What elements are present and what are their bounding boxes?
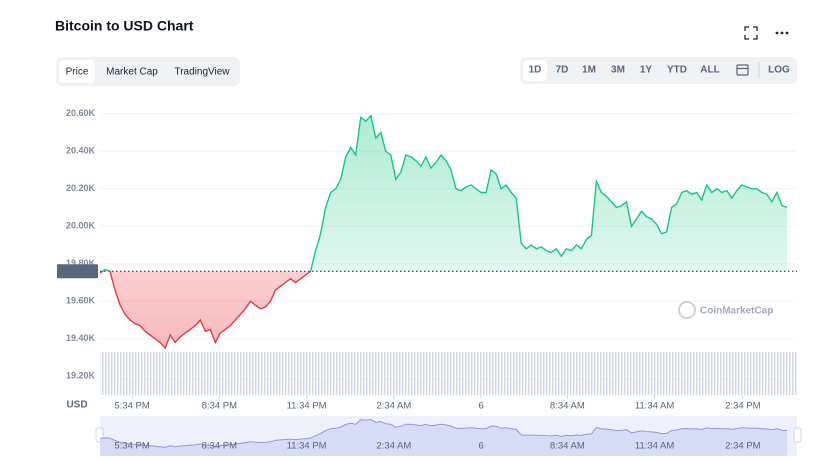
calendar-icon[interactable]: [736, 64, 749, 76]
more-icon[interactable]: [775, 31, 789, 35]
range-group: [520, 57, 797, 84]
x-tick-label: 11:34 PM: [287, 401, 327, 412]
reference-label: 19.76K: [63, 266, 96, 277]
y-tick-label: 20.40K: [66, 146, 96, 156]
range-button[interactable]: 1M: [582, 65, 596, 76]
x-tick-label: 2:34 PM: [725, 401, 760, 412]
navigator-label: 6: [478, 441, 483, 452]
volume-bars: [100, 352, 797, 395]
y-tick-label: 19.60K: [66, 296, 96, 306]
tab[interactable]: TradingView: [174, 67, 230, 78]
y-tick-label: 19.20K: [66, 371, 96, 381]
range-button[interactable]: 1D: [529, 65, 542, 76]
x-tick-label: 11:34 AM: [635, 401, 675, 412]
range-button[interactable]: YTD: [667, 65, 687, 76]
tab[interactable]: Price: [66, 67, 89, 78]
watermark: CoinMarketCap: [678, 301, 773, 319]
x-tick-label: 5:34 PM: [114, 401, 149, 412]
navigator-label: 2:34 PM: [725, 441, 760, 452]
y-tick-label: 19.80K: [66, 258, 96, 268]
x-tick-label: 6: [478, 401, 483, 412]
x-tick-label: 2:34 AM: [376, 401, 411, 412]
price-line: [99, 114, 788, 350]
navigator-label: 11:34 PM: [287, 441, 327, 452]
range-active[interactable]: [523, 60, 547, 81]
range-button[interactable]: ALL: [700, 65, 719, 76]
y-tick-label: 20.60K: [66, 108, 96, 118]
range-button[interactable]: 7D: [556, 65, 569, 76]
navigator-label: 8:34 AM: [550, 441, 585, 452]
reference-label-box: [57, 264, 98, 279]
y-tick-label: 19.40K: [66, 333, 96, 343]
tab-group: [56, 57, 240, 86]
y-tick-label: 20.20K: [66, 183, 96, 193]
navigator-line: [99, 418, 788, 448]
navigator-label: 8:34 PM: [202, 441, 237, 452]
tab-active[interactable]: [59, 60, 95, 83]
axis-unit: USD: [66, 400, 87, 411]
x-tick-label: 8:34 PM: [202, 401, 237, 412]
area-up: [100, 115, 787, 272]
navigator-handle[interactable]: [793, 427, 802, 443]
navigator-area: [100, 419, 787, 456]
expand-icon[interactable]: [744, 26, 758, 40]
log-button[interactable]: LOG: [768, 65, 790, 76]
navigator-label: 11:34 AM: [635, 441, 675, 452]
range-button[interactable]: 1Y: [640, 65, 653, 76]
chart-title: Bitcoin to USD Chart: [55, 18, 194, 34]
range-button[interactable]: 3M: [611, 65, 625, 76]
navigator-label: 5:34 PM: [114, 441, 149, 452]
navigator-label: 2:34 AM: [376, 441, 411, 452]
y-tick-label: 20.00K: [66, 221, 96, 231]
tab[interactable]: Market Cap: [106, 67, 158, 78]
x-tick-label: 8:34 AM: [550, 401, 585, 412]
area-down: [100, 271, 787, 349]
watermark-text: CoinMarketCap: [700, 306, 773, 317]
